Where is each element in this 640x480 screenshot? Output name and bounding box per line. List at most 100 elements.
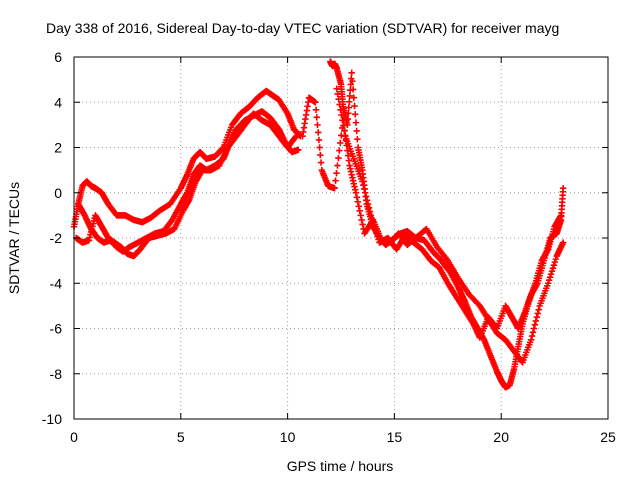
data-point [367, 212, 375, 219]
data-point [358, 216, 365, 224]
data-point [374, 233, 381, 240]
data-point [340, 122, 347, 129]
y-tick-label: -4 [50, 275, 63, 291]
data-point [352, 119, 360, 126]
data-point [359, 178, 366, 185]
data-point [533, 313, 540, 321]
series-track-b [75, 108, 302, 255]
x-tick-label: 5 [177, 429, 185, 445]
data-point [549, 264, 557, 272]
data-point [345, 110, 352, 117]
data-point [350, 94, 358, 101]
data-point [292, 132, 300, 140]
data-point [349, 86, 357, 93]
data-point [338, 111, 345, 119]
data-point [531, 321, 539, 328]
series-track-a [70, 87, 304, 230]
data-point [351, 102, 358, 110]
data-point [357, 212, 364, 219]
data-point [334, 90, 341, 98]
data-point [550, 261, 558, 269]
data-point [312, 99, 319, 106]
data-point [314, 121, 321, 129]
data-point [545, 277, 553, 284]
y-tick-label: 6 [54, 49, 62, 65]
data-point [362, 189, 369, 196]
data-point [336, 147, 343, 154]
data-point [349, 77, 356, 85]
x-tick-label: 25 [600, 429, 616, 445]
series-track-d [327, 58, 565, 391]
data-point [546, 274, 554, 281]
data-point [352, 111, 359, 118]
data-point [535, 306, 542, 313]
data-point [335, 96, 342, 103]
x-tick-label: 0 [70, 429, 78, 445]
x-tick-label: 10 [280, 429, 296, 445]
data-point [366, 208, 374, 215]
y-tick-label: 2 [54, 140, 62, 156]
data-point [362, 193, 370, 200]
data-point [559, 185, 567, 192]
data-point [529, 329, 537, 336]
data-point [341, 127, 348, 135]
tick-labels: 0 5 10 15 20 25 -10 -8 -6 -4 -2 0 2 4 6 [42, 49, 616, 445]
data-point [335, 154, 342, 162]
data-point [295, 146, 302, 153]
y-tick-label: 0 [54, 185, 62, 201]
data-point [354, 136, 361, 143]
data-point [359, 221, 366, 228]
data-point [336, 101, 343, 108]
y-axis-label: SDTVAR / TECUs [6, 182, 22, 294]
x-tick-label: 15 [387, 429, 403, 445]
data-point [337, 106, 344, 113]
data-point [353, 127, 360, 135]
y-tick-label: -6 [50, 321, 63, 337]
data-point [368, 215, 376, 222]
data-point [369, 218, 377, 225]
data-point [331, 185, 338, 192]
data-point [346, 98, 353, 105]
data-point [552, 255, 559, 263]
data-point [291, 134, 299, 141]
data-point [347, 81, 354, 88]
data-point [333, 169, 340, 177]
data-point [547, 271, 555, 278]
data-point [332, 177, 339, 184]
data-point [365, 204, 373, 212]
data-point [352, 189, 360, 196]
data-point [534, 310, 541, 317]
data-point [544, 280, 552, 287]
data-point [528, 332, 536, 340]
data-point [354, 198, 362, 205]
data-point [356, 207, 363, 215]
data-point [372, 227, 379, 234]
data-point [370, 221, 377, 228]
data-point [361, 185, 368, 193]
data-point [315, 129, 322, 136]
data-point [360, 182, 367, 189]
data-point [317, 151, 324, 159]
data-point [346, 92, 353, 100]
data-point [353, 194, 361, 201]
series-track-f [333, 85, 567, 341]
data-point [316, 144, 323, 151]
y-tick-label: -10 [42, 411, 62, 427]
axis-ticks [73, 56, 609, 420]
data-points [70, 58, 567, 391]
data-point [334, 162, 341, 169]
data-point [530, 325, 538, 332]
data-point [348, 69, 355, 77]
data-point [532, 317, 540, 325]
data-point [313, 114, 320, 121]
y-tick-label: -2 [50, 230, 63, 246]
data-point [371, 224, 378, 231]
data-point [364, 200, 372, 208]
data-point [551, 258, 559, 266]
data-point [355, 203, 362, 210]
y-tick-label: 4 [54, 94, 62, 110]
grid [74, 57, 608, 419]
data-point [312, 106, 320, 113]
series-track-c [72, 110, 300, 260]
